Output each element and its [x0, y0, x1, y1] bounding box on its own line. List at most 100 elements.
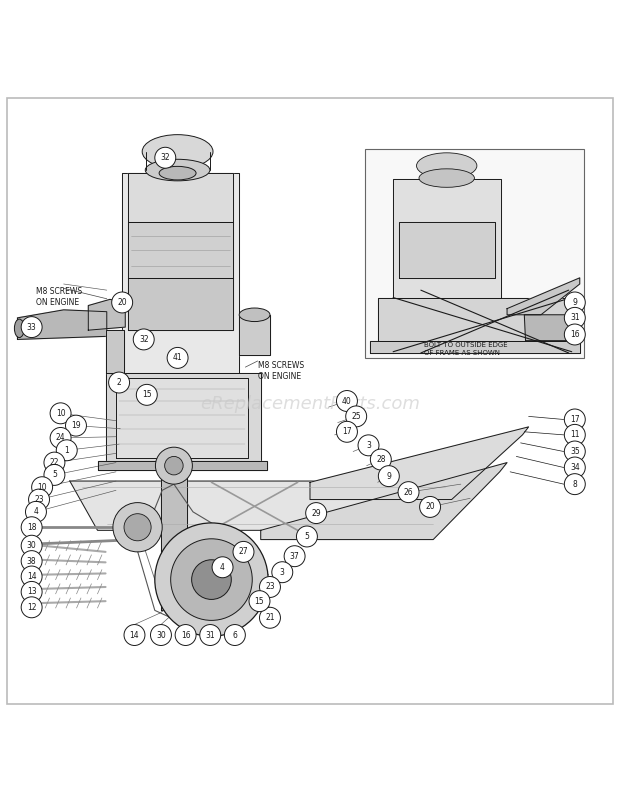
Text: 15: 15: [255, 597, 264, 606]
Polygon shape: [399, 222, 495, 277]
FancyBboxPatch shape: [365, 148, 584, 358]
Text: 8: 8: [572, 480, 577, 488]
Text: 9: 9: [386, 472, 391, 480]
Text: 14: 14: [27, 572, 37, 581]
Circle shape: [56, 439, 78, 460]
Circle shape: [151, 625, 172, 646]
Polygon shape: [370, 341, 580, 353]
Circle shape: [346, 406, 366, 427]
Circle shape: [358, 435, 379, 456]
Circle shape: [260, 607, 280, 628]
Ellipse shape: [145, 160, 210, 180]
Text: 35: 35: [570, 447, 580, 456]
Text: 12: 12: [27, 603, 37, 612]
Circle shape: [296, 526, 317, 547]
Text: 21: 21: [265, 614, 275, 622]
Text: 32: 32: [161, 153, 170, 162]
Circle shape: [564, 457, 585, 478]
Circle shape: [108, 372, 130, 393]
Polygon shape: [88, 299, 125, 330]
Polygon shape: [128, 277, 233, 330]
Circle shape: [165, 456, 183, 475]
Circle shape: [50, 403, 71, 423]
Circle shape: [167, 347, 188, 368]
Polygon shape: [122, 173, 239, 373]
Circle shape: [564, 474, 585, 495]
Circle shape: [337, 391, 357, 411]
Text: 20: 20: [425, 502, 435, 512]
Text: 1: 1: [64, 446, 69, 455]
Polygon shape: [239, 314, 270, 354]
Text: 25: 25: [352, 412, 361, 421]
Circle shape: [564, 441, 585, 462]
Polygon shape: [70, 481, 458, 530]
Circle shape: [272, 561, 293, 583]
Circle shape: [564, 292, 585, 313]
Circle shape: [21, 566, 42, 587]
Text: 11: 11: [570, 431, 580, 439]
Text: 38: 38: [27, 557, 37, 565]
Text: 23: 23: [34, 495, 44, 504]
Circle shape: [21, 551, 42, 572]
Circle shape: [564, 409, 585, 430]
Circle shape: [370, 449, 391, 470]
Text: 14: 14: [130, 630, 140, 639]
Circle shape: [29, 489, 50, 510]
Circle shape: [133, 329, 154, 350]
Text: 3: 3: [366, 441, 371, 450]
Circle shape: [260, 577, 280, 597]
Ellipse shape: [159, 166, 196, 180]
Circle shape: [306, 503, 327, 524]
Circle shape: [124, 514, 151, 541]
Text: 9: 9: [572, 298, 577, 307]
Text: 16: 16: [570, 330, 580, 339]
Circle shape: [21, 581, 42, 602]
Circle shape: [378, 466, 399, 487]
Text: 20: 20: [117, 298, 127, 307]
Text: 31: 31: [205, 630, 215, 639]
Circle shape: [192, 560, 231, 599]
Text: 41: 41: [173, 354, 182, 363]
Text: 28: 28: [376, 455, 386, 464]
Polygon shape: [128, 222, 233, 277]
Text: 10: 10: [37, 483, 47, 492]
Polygon shape: [378, 298, 572, 341]
Circle shape: [284, 545, 305, 567]
Text: 30: 30: [27, 541, 37, 550]
Circle shape: [44, 464, 65, 485]
Text: 6: 6: [232, 630, 237, 639]
Text: 4: 4: [220, 563, 225, 572]
Text: eReplacementParts.com: eReplacementParts.com: [200, 395, 420, 413]
Text: M8 SCREWS
ON ENGINE: M8 SCREWS ON ENGINE: [36, 287, 82, 307]
Polygon shape: [310, 427, 529, 500]
Ellipse shape: [239, 308, 270, 322]
Circle shape: [32, 476, 53, 498]
Polygon shape: [17, 310, 107, 339]
Text: 40: 40: [342, 396, 352, 406]
Text: 29: 29: [311, 508, 321, 517]
Text: 19: 19: [71, 421, 81, 430]
Polygon shape: [393, 180, 501, 298]
Circle shape: [175, 625, 196, 646]
Ellipse shape: [419, 169, 474, 188]
Text: M8 SCREWS
ON ENGINE: M8 SCREWS ON ENGINE: [258, 361, 304, 381]
Circle shape: [156, 448, 192, 484]
Circle shape: [564, 424, 585, 445]
Text: 15: 15: [142, 391, 152, 399]
Text: 2: 2: [117, 378, 122, 387]
Circle shape: [21, 597, 42, 618]
Text: 37: 37: [290, 552, 299, 561]
Circle shape: [25, 501, 46, 522]
Text: 3: 3: [280, 568, 285, 577]
Text: 26: 26: [404, 488, 414, 496]
Circle shape: [124, 625, 145, 646]
Polygon shape: [128, 173, 233, 222]
Ellipse shape: [14, 319, 24, 338]
Circle shape: [50, 427, 71, 448]
Circle shape: [200, 625, 221, 646]
Circle shape: [136, 384, 157, 405]
Polygon shape: [507, 277, 580, 314]
Circle shape: [564, 324, 585, 345]
Text: 16: 16: [181, 630, 190, 639]
Text: 31: 31: [570, 314, 580, 322]
